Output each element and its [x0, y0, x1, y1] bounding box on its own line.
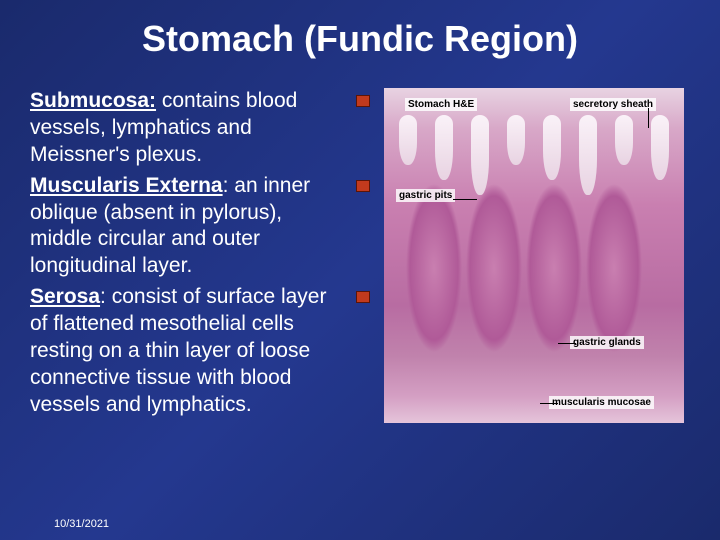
bullet-marker-col [356, 284, 370, 303]
bullet-text: Submucosa: contains blood vessels, lymph… [30, 88, 348, 169]
bullet-square-icon [356, 180, 370, 192]
bullet-item: Submucosa: contains blood vessels, lymph… [30, 88, 370, 169]
bullet-text: Serosa: consist of surface layer of flat… [30, 284, 348, 418]
slide-date: 10/31/2021 [54, 518, 690, 530]
gastric-pit [543, 115, 561, 180]
label-pointer-line [648, 108, 649, 128]
gastric-pit [507, 115, 525, 165]
content-row: Submucosa: contains blood vessels, lymph… [30, 88, 690, 514]
label-pointer-line [453, 199, 477, 200]
histology-label: gastric pits [396, 189, 455, 202]
bullet-marker-col [356, 173, 370, 192]
label-pointer-line [540, 403, 558, 404]
bullet-term: Submucosa: [30, 89, 156, 112]
bullet-square-icon [356, 291, 370, 303]
gastric-pit [435, 115, 453, 180]
bullet-term: Serosa [30, 285, 100, 308]
bullet-marker-col [356, 88, 370, 107]
histology-label: secretory sheath [570, 98, 656, 111]
slide-container: Stomach (Fundic Region) Submucosa: conta… [0, 0, 720, 540]
text-column: Submucosa: contains blood vessels, lymph… [30, 88, 370, 514]
histology-label: muscularis mucosae [549, 396, 654, 409]
gastric-pit [579, 115, 597, 195]
gastric-pit [471, 115, 489, 195]
bullet-text: Muscularis Externa: an inner oblique (ab… [30, 173, 348, 281]
image-column: Stomach H&E secretory sheath gastric pits g… [384, 88, 690, 514]
bullet-item: Muscularis Externa: an inner oblique (ab… [30, 173, 370, 281]
bullet-square-icon [356, 95, 370, 107]
gastric-pit [615, 115, 633, 165]
histology-diagram: Stomach H&E secretory sheath gastric pits g… [384, 88, 684, 423]
bullet-item: Serosa: consist of surface layer of flat… [30, 284, 370, 418]
bullet-term: Muscularis Externa [30, 174, 223, 197]
gastric-pit [399, 115, 417, 165]
label-pointer-line [558, 343, 576, 344]
slide-title: Stomach (Fundic Region) [30, 18, 690, 60]
histology-label: Stomach H&E [405, 98, 477, 111]
histology-label: gastric glands [570, 336, 644, 349]
gastric-pit [651, 115, 669, 180]
